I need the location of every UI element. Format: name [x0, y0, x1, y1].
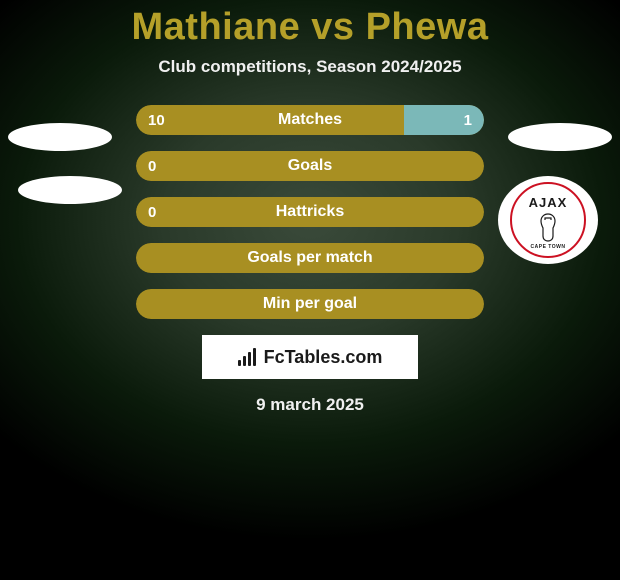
player-avatar-left	[8, 123, 112, 151]
bar-chart-icon	[238, 348, 260, 366]
ajax-logo-sub: CAPE TOWN	[531, 244, 566, 250]
stat-row: Hattricks0	[136, 197, 484, 227]
stat-label: Goals per match	[136, 243, 484, 273]
ajax-logo-text: AJAX	[529, 195, 568, 210]
club-logo-right-ajax: AJAX CAPE TOWN	[498, 176, 598, 264]
stat-row: Goals0	[136, 151, 484, 181]
stat-label: Hattricks	[136, 197, 484, 227]
stat-label: Min per goal	[136, 289, 484, 319]
date-label: 9 march 2025	[0, 395, 620, 415]
stat-row: Matches10 1	[136, 105, 484, 135]
subtitle: Club competitions, Season 2024/2025	[0, 57, 620, 77]
brand-box: FcTables.com	[202, 335, 418, 379]
club-logo-left	[18, 176, 122, 204]
stat-label: Matches	[136, 105, 484, 135]
stat-value-left: 0	[148, 197, 156, 227]
stat-value-right: 1	[464, 105, 472, 135]
stat-row: Goals per match	[136, 243, 484, 273]
page-title: Mathiane vs Phewa	[0, 0, 620, 49]
stat-row: Min per goal	[136, 289, 484, 319]
stat-value-left: 10	[148, 105, 165, 135]
stat-value-left: 0	[148, 151, 156, 181]
stat-label: Goals	[136, 151, 484, 181]
player-avatar-right	[508, 123, 612, 151]
brand-text: FcTables.com	[264, 347, 383, 368]
